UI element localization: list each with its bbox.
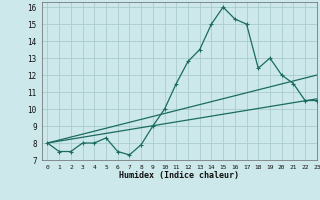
X-axis label: Humidex (Indice chaleur): Humidex (Indice chaleur) — [119, 171, 239, 180]
